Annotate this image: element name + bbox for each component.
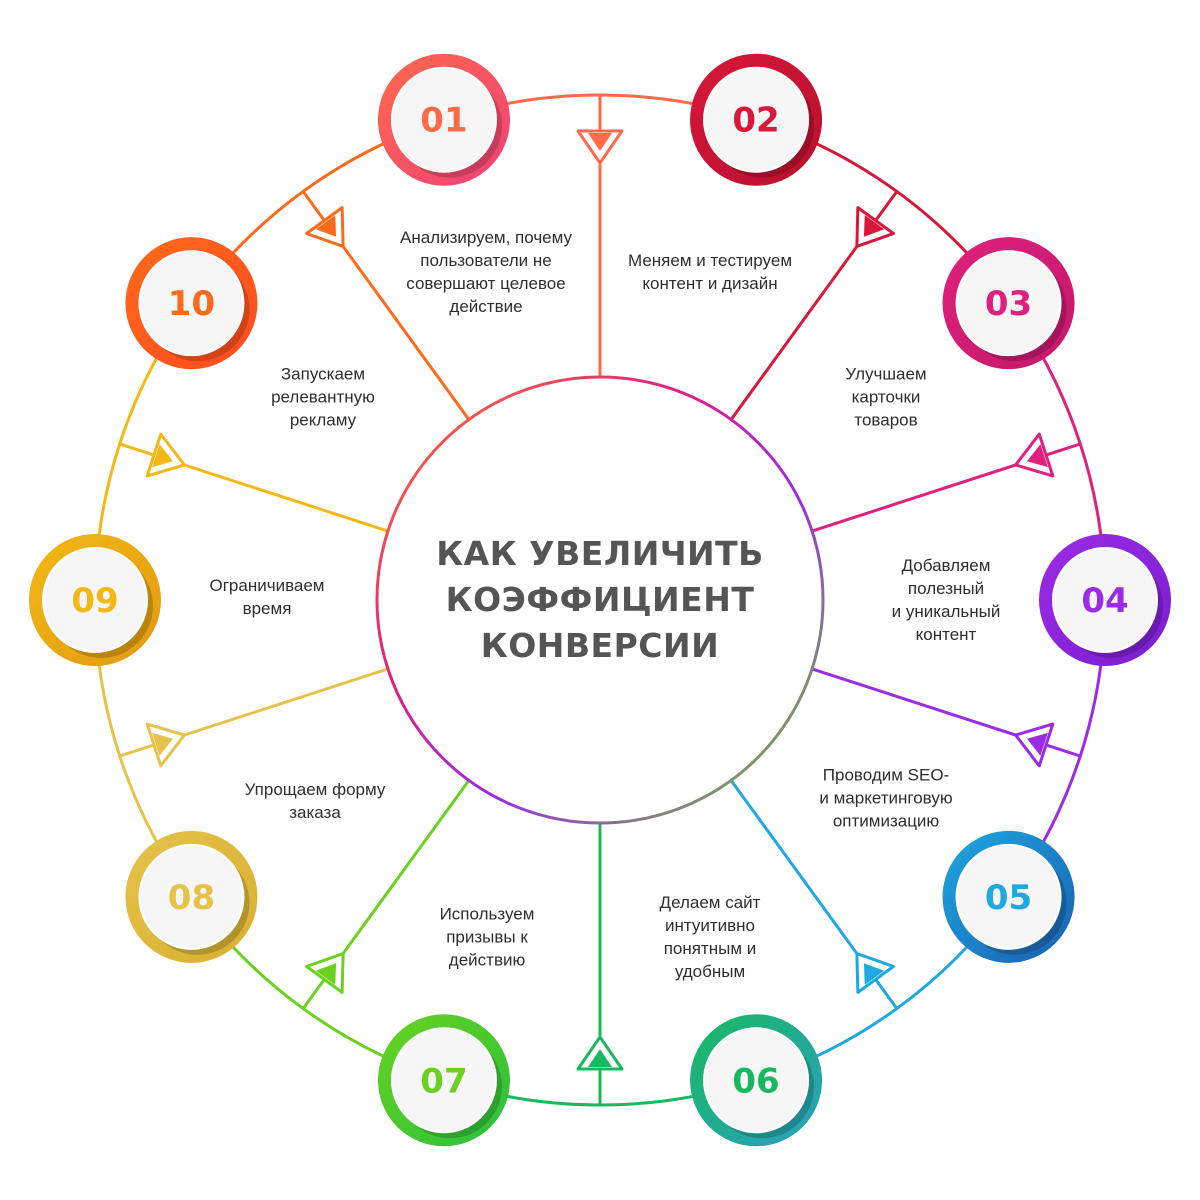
step-badge-03: 03 — [942, 237, 1075, 370]
step-badge-10: 10 — [125, 237, 258, 370]
arrow-marker — [576, 129, 624, 165]
step-text-04: Добавляем полезный и уникальный контент — [891, 556, 1001, 644]
step-text-10: Запускаем релевантную рекламу — [271, 364, 375, 430]
arrow-marker — [576, 1035, 624, 1071]
step-number: 02 — [732, 101, 779, 141]
step-number: 07 — [420, 1061, 467, 1101]
step-number: 09 — [71, 581, 118, 621]
step-badge-01: 01 — [377, 53, 510, 186]
step-number: 10 — [168, 284, 215, 324]
step-number: 04 — [1081, 581, 1128, 621]
arrow-marker — [145, 722, 186, 768]
arrow-marker — [1014, 432, 1055, 478]
step-text-08: Упрощаем форму заказа — [244, 780, 386, 822]
arrow-marker — [855, 952, 895, 994]
step-badge-04: 04 — [1039, 534, 1171, 666]
step-number: 03 — [985, 284, 1032, 324]
step-number: 01 — [420, 101, 467, 141]
step-text-02: Меняем и тестируем контент и дизайн — [627, 251, 793, 293]
step-badge-02: 02 — [690, 53, 823, 186]
arrow-marker — [305, 206, 345, 248]
step-number: 06 — [732, 1061, 779, 1101]
step-text-05: Проводим SEO- и маркетинговую оптимизаци… — [819, 765, 953, 831]
step-text-06: Делаем сайт интуитивно понятным и удобны… — [659, 893, 761, 981]
center-circle — [375, 375, 825, 825]
step-text-01: Анализируем, почему пользователи не сове… — [399, 228, 573, 316]
arrow-marker — [305, 952, 345, 994]
arrow-marker — [145, 432, 186, 478]
step-text-09: Ограничиваем время — [209, 576, 325, 618]
step-badge-06: 06 — [690, 1014, 823, 1147]
step-text-07: Используем призывы к действию — [439, 904, 535, 970]
step-text-03: Улучшаем карточки товаров — [845, 364, 927, 430]
step-badge-08: 08 — [125, 830, 258, 963]
step-badge-05: 05 — [942, 830, 1075, 963]
arrow-marker — [1014, 722, 1055, 768]
step-badge-09: 09 — [29, 534, 161, 666]
step-badge-07: 07 — [377, 1014, 510, 1147]
step-number: 08 — [168, 878, 215, 918]
arrow-marker — [855, 206, 895, 248]
diagram-title: КАК УВЕЛИЧИТЬ КОЭФФИЦИЕНТ КОНВЕРСИИ — [436, 534, 764, 665]
step-number: 05 — [985, 878, 1032, 918]
